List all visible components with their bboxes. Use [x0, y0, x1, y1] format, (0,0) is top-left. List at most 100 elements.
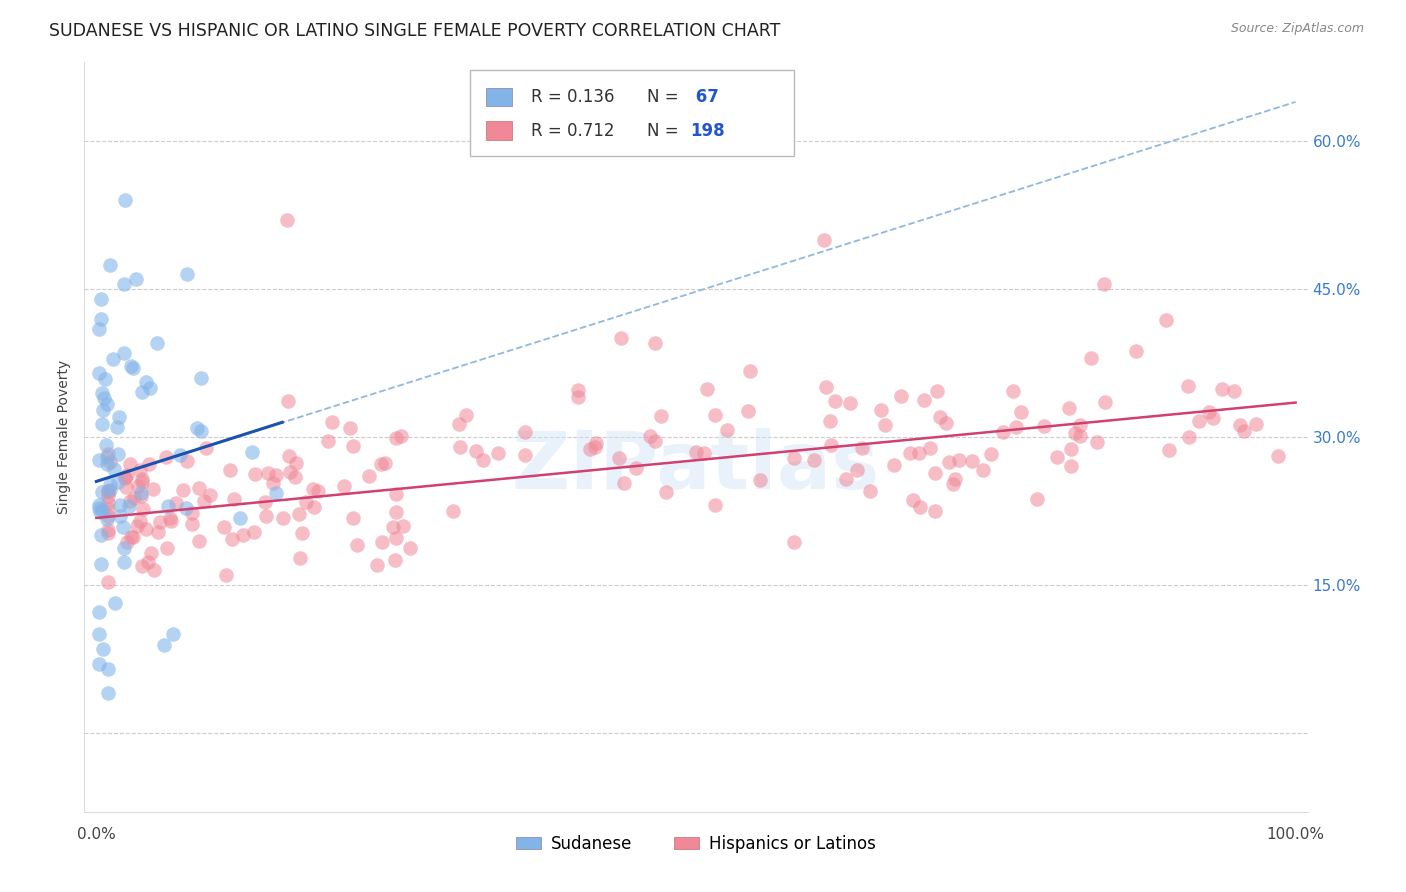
Text: 0.0%: 0.0% [77, 827, 115, 841]
Hispanics or Latinos [142, 563, 165, 577]
Hispanics or Latinos [870, 402, 893, 417]
Hispanics or Latinos [115, 467, 138, 482]
Hispanics or Latinos [97, 509, 120, 524]
Hispanics or Latinos [638, 429, 661, 443]
Sudanese [104, 596, 127, 610]
Hispanics or Latinos [253, 495, 276, 509]
Sudanese [122, 361, 145, 376]
Sudanese [96, 438, 118, 452]
Sudanese [112, 554, 135, 568]
Hispanics or Latinos [449, 417, 471, 431]
Sudanese [112, 277, 135, 292]
Hispanics or Latinos [131, 472, 153, 486]
Text: 198: 198 [690, 121, 724, 139]
Sudanese [97, 662, 120, 676]
Hispanics or Latinos [97, 523, 120, 537]
Hispanics or Latinos [97, 484, 120, 499]
Hispanics or Latinos [585, 436, 607, 450]
Hispanics or Latinos [972, 463, 994, 477]
Hispanics or Latinos [131, 559, 153, 574]
Text: N =: N = [647, 121, 683, 139]
Hispanics or Latinos [1069, 418, 1091, 433]
Hispanics or Latinos [845, 462, 868, 476]
Sudanese [176, 268, 198, 282]
Hispanics or Latinos [114, 470, 136, 484]
Text: Source: ZipAtlas.com: Source: ZipAtlas.com [1230, 22, 1364, 36]
Hispanics or Latinos [928, 409, 950, 424]
Hispanics or Latinos [1032, 419, 1054, 434]
Hispanics or Latinos [1046, 450, 1069, 464]
Sudanese [108, 498, 131, 512]
Sudanese [89, 627, 111, 641]
Hispanics or Latinos [1178, 430, 1201, 444]
Hispanics or Latinos [291, 526, 314, 541]
Hispanics or Latinos [385, 431, 408, 445]
Hispanics or Latinos [135, 522, 157, 536]
Hispanics or Latinos [1244, 417, 1267, 432]
Hispanics or Latinos [815, 379, 838, 393]
Hispanics or Latinos [371, 535, 394, 549]
Hispanics or Latinos [122, 530, 145, 544]
Hispanics or Latinos [389, 429, 412, 443]
Hispanics or Latinos [613, 476, 636, 491]
Sudanese [125, 272, 148, 286]
Sudanese [112, 541, 135, 556]
Hispanics or Latinos [875, 417, 897, 432]
Hispanics or Latinos [284, 470, 307, 484]
Hispanics or Latinos [1005, 420, 1028, 434]
Sudanese [107, 475, 129, 489]
Hispanics or Latinos [142, 482, 165, 496]
Hispanics or Latinos [472, 452, 495, 467]
Hispanics or Latinos [1080, 351, 1102, 366]
Hispanics or Latinos [803, 453, 825, 467]
Hispanics or Latinos [924, 504, 946, 518]
Sudanese [90, 527, 112, 541]
Hispanics or Latinos [128, 514, 150, 528]
Hispanics or Latinos [288, 551, 311, 566]
Sudanese [87, 501, 110, 516]
Hispanics or Latinos [820, 438, 842, 452]
Hispanics or Latinos [1026, 491, 1049, 506]
Hispanics or Latinos [321, 415, 343, 429]
Hispanics or Latinos [277, 393, 299, 408]
Hispanics or Latinos [176, 453, 198, 467]
Sudanese [114, 193, 136, 207]
Hispanics or Latinos [1069, 429, 1091, 443]
Hispanics or Latinos [464, 444, 486, 458]
Hispanics or Latinos [131, 475, 153, 490]
Hispanics or Latinos [1177, 379, 1199, 393]
Hispanics or Latinos [97, 447, 120, 461]
Hispanics or Latinos [813, 233, 835, 247]
Sudanese [153, 638, 176, 652]
Hispanics or Latinos [307, 484, 329, 499]
Hispanics or Latinos [180, 516, 202, 531]
Hispanics or Latinos [342, 439, 364, 453]
Hispanics or Latinos [883, 458, 905, 472]
Hispanics or Latinos [156, 541, 179, 555]
Sudanese [93, 391, 115, 405]
Hispanics or Latinos [890, 388, 912, 402]
Hispanics or Latinos [264, 467, 287, 482]
Hispanics or Latinos [257, 466, 280, 480]
Text: ZIPatlas: ZIPatlas [512, 428, 880, 506]
Hispanics or Latinos [1060, 442, 1083, 457]
Sudanese [89, 453, 111, 467]
Hispanics or Latinos [127, 479, 149, 493]
Sudanese [112, 520, 135, 534]
Hispanics or Latinos [704, 498, 727, 512]
Hispanics or Latinos [1010, 405, 1032, 419]
Sudanese [169, 448, 191, 462]
Hispanics or Latinos [910, 500, 932, 515]
Hispanics or Latinos [960, 454, 983, 468]
Sudanese [96, 450, 118, 464]
Hispanics or Latinos [318, 434, 340, 449]
Hispanics or Latinos [918, 441, 941, 455]
Hispanics or Latinos [835, 472, 858, 486]
Hispanics or Latinos [486, 445, 509, 459]
Hispanics or Latinos [342, 511, 364, 525]
Hispanics or Latinos [198, 488, 221, 502]
Hispanics or Latinos [449, 440, 471, 454]
Hispanics or Latinos [783, 450, 806, 465]
Hispanics or Latinos [859, 484, 882, 499]
Hispanics or Latinos [948, 453, 970, 467]
